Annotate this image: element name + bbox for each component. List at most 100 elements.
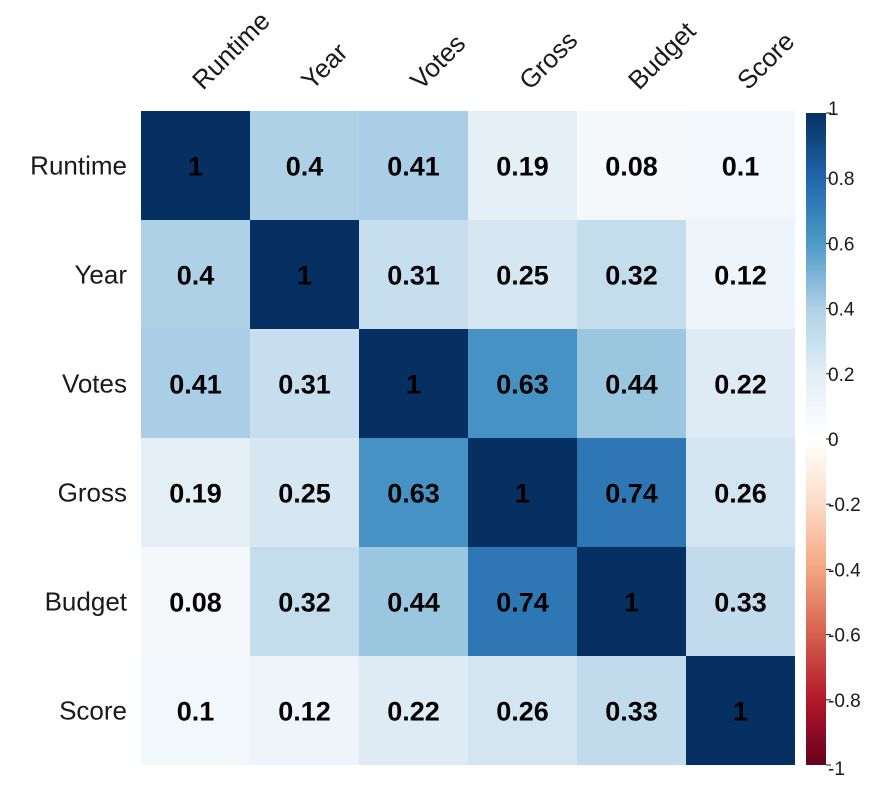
cell-value-label: 0.19	[169, 479, 222, 509]
cell-value-label: 0.1	[722, 152, 760, 182]
cell-value-label: 0.32	[278, 588, 331, 618]
heatmap-cell-votes-score	[686, 329, 795, 438]
heatmap-cell-runtime-gross	[468, 111, 577, 220]
heatmap-cell-year-year	[250, 220, 359, 329]
heatmap-cell-votes-gross	[468, 329, 577, 438]
heatmap-cell-budget-budget	[577, 547, 686, 656]
row-label-year: Year	[74, 260, 127, 290]
cell-value-label: 1	[733, 697, 748, 727]
color-legend-tick-label: -1	[828, 759, 845, 780]
column-label-runtime: Runtime	[186, 6, 276, 96]
color-legend-tick-label: 0	[828, 430, 839, 451]
cell-value-label: 0.33	[714, 588, 767, 618]
heatmap-cell-labels: 1 0.4 0.41 0.19 0.08 0.10.4 1 0.31 0.25 0.32 0.120…	[169, 152, 767, 727]
heatmap-cell-score-votes	[359, 656, 468, 765]
row-labels: Runtime Year Votes Gross Budget Score	[30, 151, 128, 726]
cell-value-label: 1	[297, 261, 312, 291]
heatmap-cell-budget-year	[250, 547, 359, 656]
cell-value-label: 0.26	[496, 697, 549, 727]
cell-value-label: 0.25	[278, 479, 331, 509]
heatmap-cell-score-budget	[577, 656, 686, 765]
cell-value-label: 1	[515, 479, 530, 509]
cell-value-label: 1	[188, 152, 203, 182]
heatmap-cell-runtime-runtime	[141, 111, 250, 220]
cell-value-label: 1	[406, 370, 421, 400]
color-legend-tick-label: -0.2	[828, 495, 861, 516]
heatmap-cell-runtime-votes	[359, 111, 468, 220]
heatmap-cell-year-votes	[359, 220, 468, 329]
column-labels: Runtime Year Votes Gross Budget Score	[186, 6, 800, 96]
row-label-budget: Budget	[45, 587, 128, 617]
cell-value-label: 1	[624, 588, 639, 618]
heatmap-cell-year-budget	[577, 220, 686, 329]
cell-value-label: 0.1	[177, 697, 215, 727]
heatmap-cell-votes-budget	[577, 329, 686, 438]
column-label-year: Year	[295, 37, 354, 96]
cell-value-label: 0.08	[169, 588, 222, 618]
heatmap-cell-score-runtime	[141, 656, 250, 765]
cell-value-label: 0.25	[496, 261, 549, 291]
heatmap-cell-gross-gross	[468, 438, 577, 547]
color-legend-tick-label: -0.4	[828, 560, 861, 581]
heatmap-cell-runtime-score	[686, 111, 795, 220]
cell-value-label: 0.4	[286, 152, 324, 182]
heatmap-cell-budget-score	[686, 547, 795, 656]
row-label-runtime: Runtime	[30, 151, 127, 181]
heatmap-cell-gross-runtime	[141, 438, 250, 547]
color-legend-tick-label: -0.8	[828, 691, 861, 712]
heatmap-cell-votes-year	[250, 329, 359, 438]
color-legend-ticks: 1 0.8 0.6 0.4 0.2 0 -0.2 -0.4 -0.6 -0.8 -1	[826, 99, 861, 780]
row-label-votes: Votes	[62, 369, 127, 399]
color-legend-tick-label: -0.6	[828, 626, 861, 647]
heatmap-cell-budget-gross	[468, 547, 577, 656]
color-legend-tick-label: 1	[828, 99, 839, 120]
cell-value-label: 0.74	[605, 479, 658, 509]
cell-value-label: 0.32	[605, 261, 658, 291]
color-legend: 1 0.8 0.6 0.4 0.2 0 -0.2 -0.4 -0.6 -0.8 -1	[806, 99, 861, 780]
cell-value-label: 0.44	[605, 370, 658, 400]
heatmap-cell-votes-votes	[359, 329, 468, 438]
cell-value-label: 0.22	[387, 697, 440, 727]
cell-value-label: 0.41	[169, 370, 222, 400]
heatmap-cells	[141, 111, 795, 765]
color-legend-tick-label: 0.6	[828, 234, 854, 255]
heatmap-cell-runtime-budget	[577, 111, 686, 220]
heatmap-cell-year-gross	[468, 220, 577, 329]
cell-value-label: 0.63	[387, 479, 440, 509]
color-legend-tick-label: 0.4	[828, 300, 855, 321]
cell-value-label: 0.31	[387, 261, 440, 291]
cell-value-label: 0.41	[387, 152, 440, 182]
heatmap-cell-gross-score	[686, 438, 795, 547]
cell-value-label: 0.31	[278, 370, 331, 400]
cell-value-label: 0.22	[714, 370, 767, 400]
heatmap-cell-score-gross	[468, 656, 577, 765]
cell-value-label: 0.12	[278, 697, 331, 727]
color-legend-bar	[806, 113, 826, 765]
column-label-score: Score	[731, 26, 800, 95]
cell-value-label: 0.08	[605, 152, 658, 182]
cell-value-label: 0.33	[605, 697, 658, 727]
row-label-score: Score	[59, 696, 127, 726]
column-label-votes: Votes	[404, 28, 471, 95]
cell-value-label: 0.4	[177, 261, 215, 291]
heatmap-cell-gross-budget	[577, 438, 686, 547]
cell-value-label: 0.26	[714, 479, 767, 509]
heatmap-cell-budget-votes	[359, 547, 468, 656]
heatmap-cell-votes-runtime	[141, 329, 250, 438]
cell-value-label: 0.19	[496, 152, 549, 182]
heatmap-cell-gross-votes	[359, 438, 468, 547]
cell-value-label: 0.63	[496, 370, 549, 400]
color-legend-tick-label: 0.2	[828, 365, 854, 386]
heatmap-cell-runtime-year	[250, 111, 359, 220]
column-label-budget: Budget	[622, 15, 702, 95]
cell-value-label: 0.44	[387, 588, 440, 618]
cell-value-label: 0.12	[714, 261, 767, 291]
heatmap-cell-budget-runtime	[141, 547, 250, 656]
row-label-gross: Gross	[58, 478, 127, 508]
heatmap-cell-score-score	[686, 656, 795, 765]
column-label-gross: Gross	[513, 25, 583, 95]
heatmap-cell-gross-year	[250, 438, 359, 547]
heatmap-cell-score-year	[250, 656, 359, 765]
cell-value-label: 0.74	[496, 588, 549, 618]
